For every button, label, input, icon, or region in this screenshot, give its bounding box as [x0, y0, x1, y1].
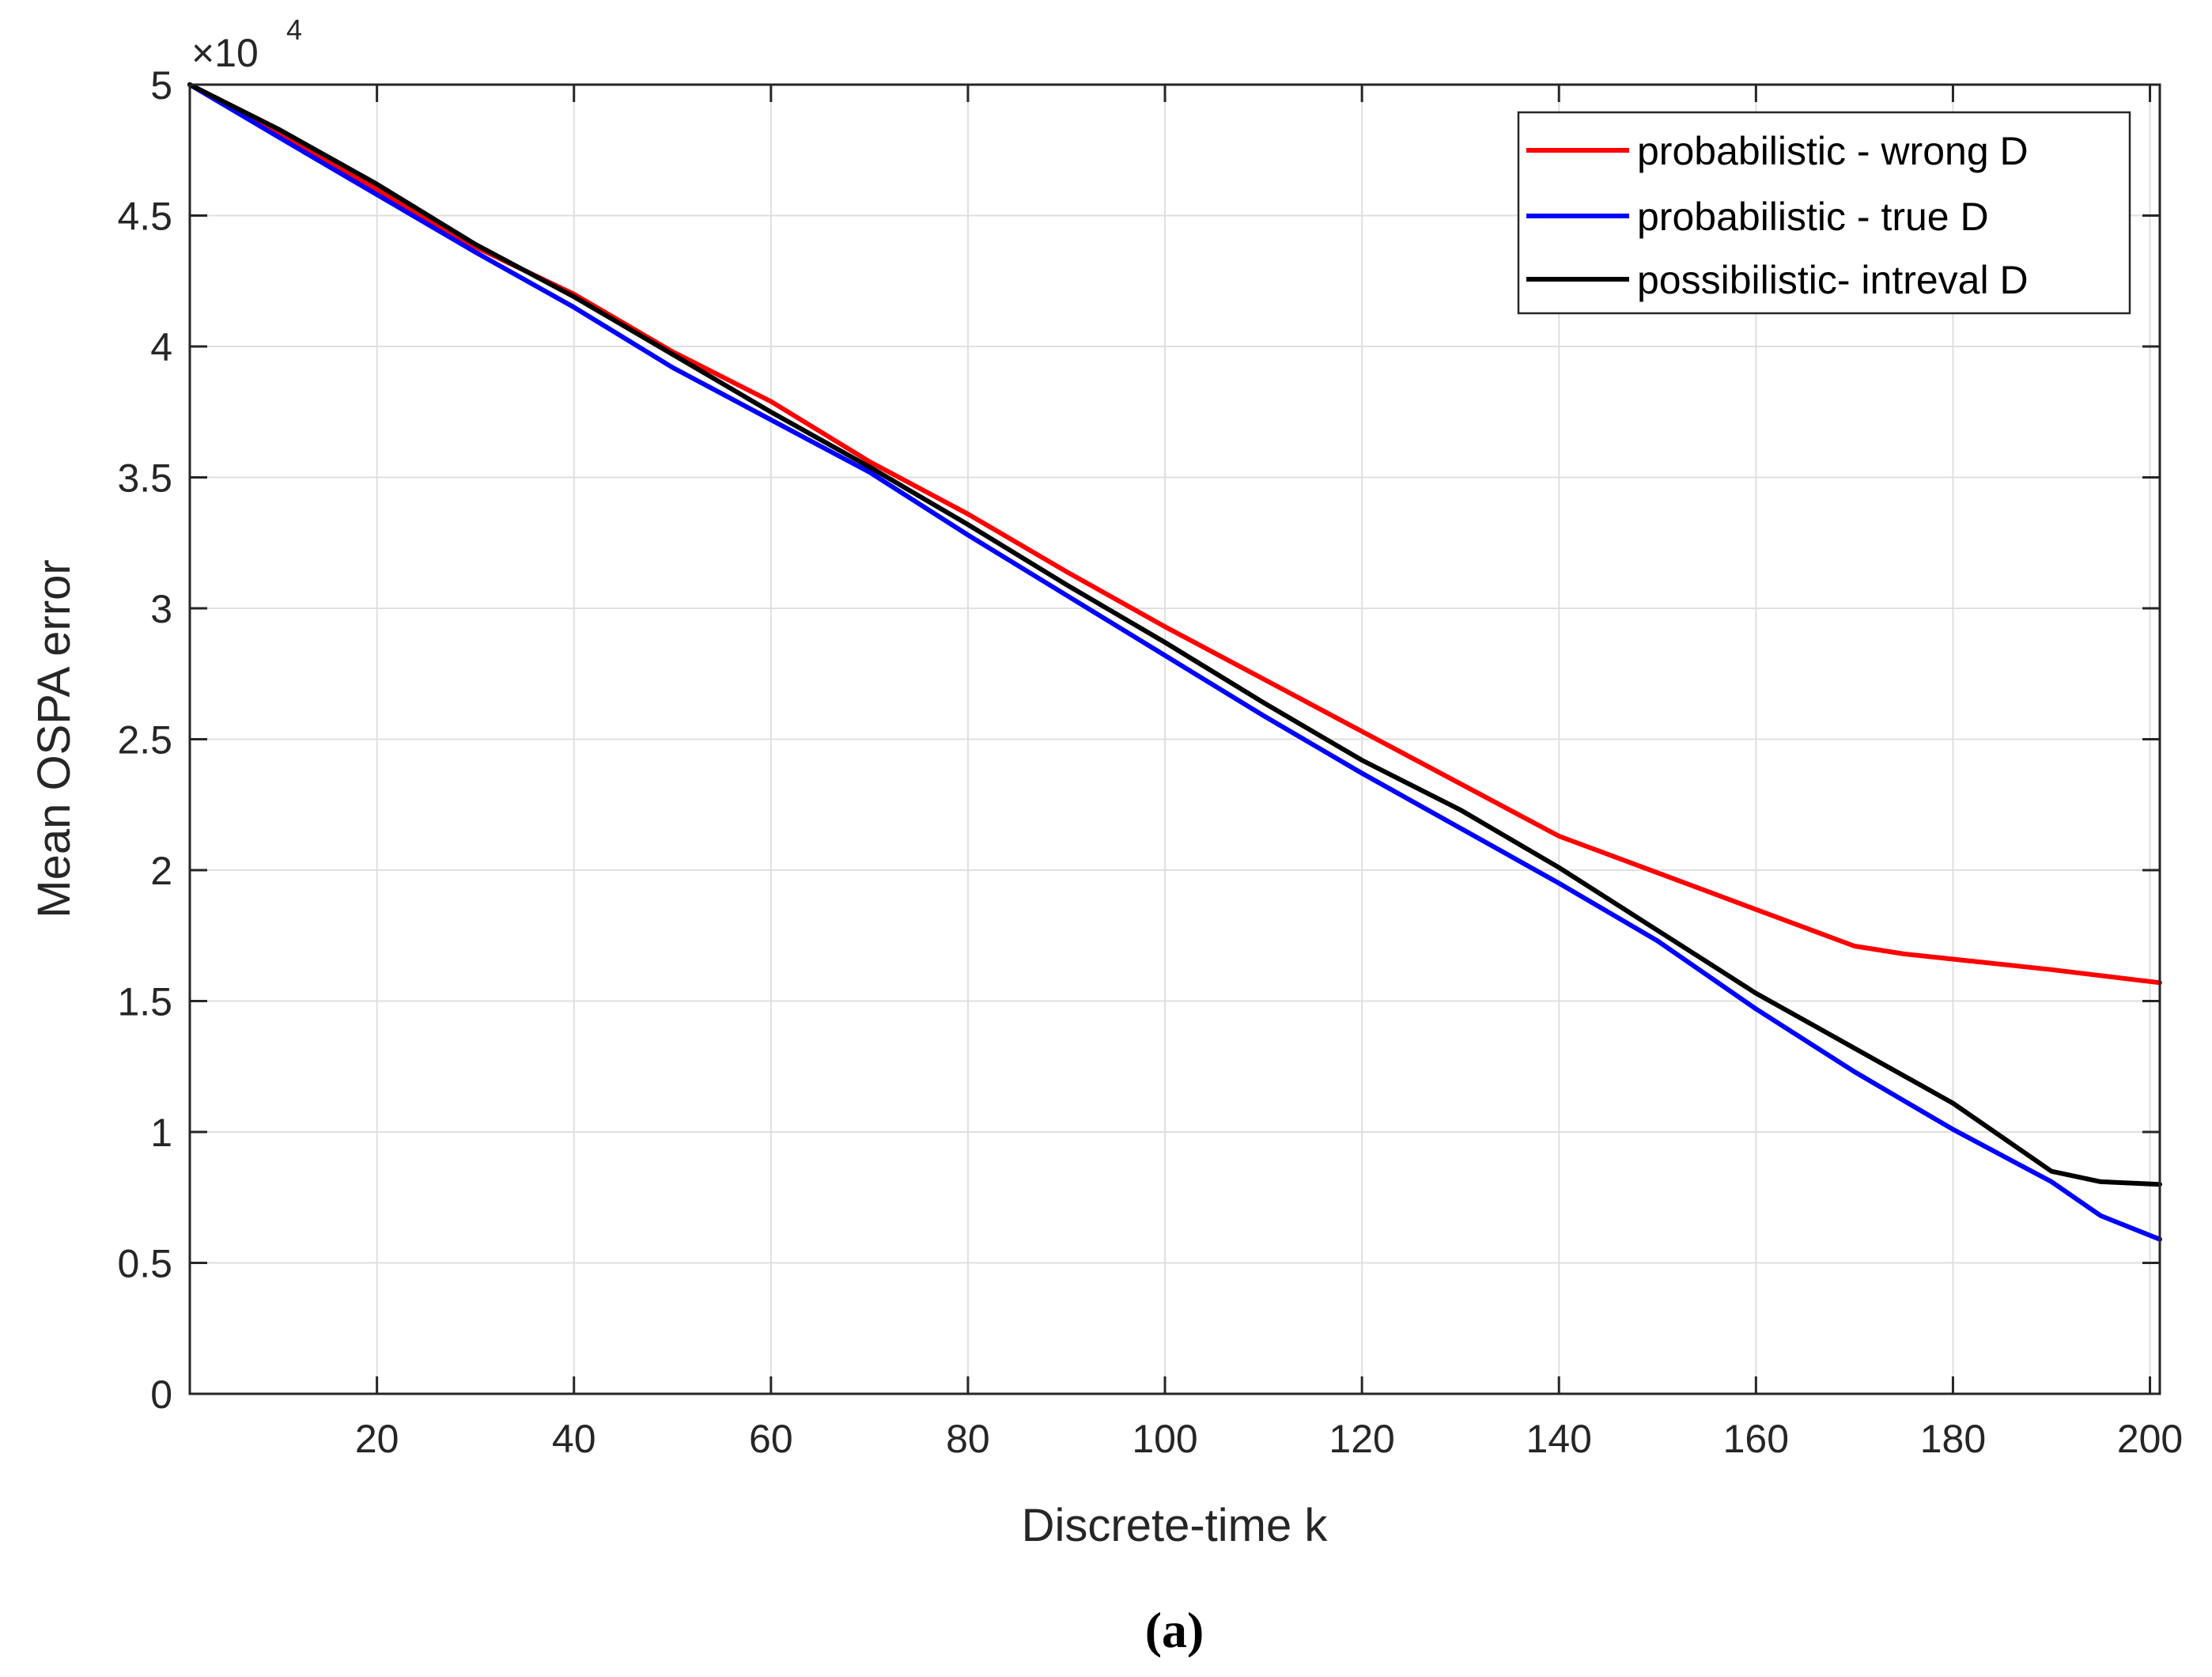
y-tick-label: 4.5: [117, 195, 172, 239]
legend-label-wrong-d: probabilistic - wrong D: [1637, 129, 2029, 173]
x-axis-title: Discrete-time k: [1022, 1500, 1329, 1551]
y-tick-label: 2.5: [117, 718, 172, 763]
legend-label-true-d: probabilistic - true D: [1637, 195, 1989, 239]
x-tick-label: 100: [1132, 1417, 1197, 1461]
series-line-true-d: [187, 82, 2162, 1242]
y-tick-label: 3.5: [117, 456, 172, 501]
ticks: 20 40 60 80 100 120 140 160 180 200 0 0.5 1 1.5 2 2.5 3 3…: [117, 63, 2183, 1461]
y-tick-label: 0: [150, 1372, 172, 1417]
series-layer: [187, 82, 2162, 1242]
x-tick-label: 200: [2117, 1417, 2183, 1461]
y-tick-label: 1.5: [117, 980, 172, 1024]
series-line-interval-d: [187, 82, 2162, 1187]
x-tick-label: 20: [355, 1417, 399, 1461]
legend-label-interval-d: possibilistic- intreval D: [1637, 258, 2029, 302]
y-exponent-power: 4: [286, 13, 302, 46]
x-tick-label: 60: [749, 1417, 793, 1461]
y-tick-label: 5: [150, 63, 172, 108]
x-tick-label: 160: [1723, 1417, 1789, 1461]
y-exponent-base: ×10: [191, 31, 259, 75]
legend: probabilistic - wrong D probabilistic - …: [1517, 111, 2131, 315]
y-axis-title: Mean OSPA error: [28, 559, 80, 918]
y-tick-label: 0.5: [117, 1242, 172, 1286]
y-tick-label: 4: [150, 325, 172, 369]
y-tick-label: 3: [150, 587, 172, 631]
x-tick-label: 180: [1920, 1417, 1986, 1461]
y-tick-label: 1: [150, 1111, 172, 1155]
y-exponent-label: ×10 4: [191, 13, 302, 75]
x-tick-label: 80: [946, 1417, 990, 1461]
x-tick-label: 120: [1329, 1417, 1394, 1461]
x-tick-label: 40: [552, 1417, 596, 1461]
y-tick-label: 2: [150, 849, 172, 893]
x-tick-label: 140: [1526, 1417, 1592, 1461]
figure-caption: (a): [1145, 1602, 1204, 1658]
